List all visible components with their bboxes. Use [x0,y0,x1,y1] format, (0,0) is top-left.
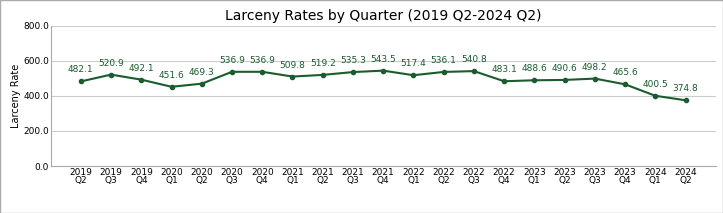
Text: 483.1: 483.1 [491,65,517,74]
Text: 535.3: 535.3 [340,56,366,65]
Text: 520.9: 520.9 [98,59,124,68]
Text: 498.2: 498.2 [582,63,607,72]
Title: Larceny Rates by Quarter (2019 Q2-2024 Q2): Larceny Rates by Quarter (2019 Q2-2024 Q… [225,9,542,23]
Text: 536.9: 536.9 [249,56,275,65]
Text: 517.4: 517.4 [401,59,427,68]
Text: 543.5: 543.5 [370,55,396,64]
Text: 492.1: 492.1 [129,64,154,73]
Text: 536.1: 536.1 [431,56,457,65]
Text: 519.2: 519.2 [310,59,335,68]
Text: 540.8: 540.8 [461,55,487,64]
Text: 400.5: 400.5 [643,80,668,89]
Text: 451.6: 451.6 [158,71,184,80]
Text: 509.8: 509.8 [280,61,305,70]
Text: 469.3: 469.3 [189,68,215,77]
Text: 374.8: 374.8 [672,84,698,93]
Text: 488.6: 488.6 [521,64,547,73]
Text: 465.6: 465.6 [612,68,638,77]
Text: 482.1: 482.1 [68,65,94,75]
Text: 490.6: 490.6 [552,64,578,73]
Text: 536.9: 536.9 [219,56,245,65]
Y-axis label: Larceny Rate: Larceny Rate [11,64,20,128]
